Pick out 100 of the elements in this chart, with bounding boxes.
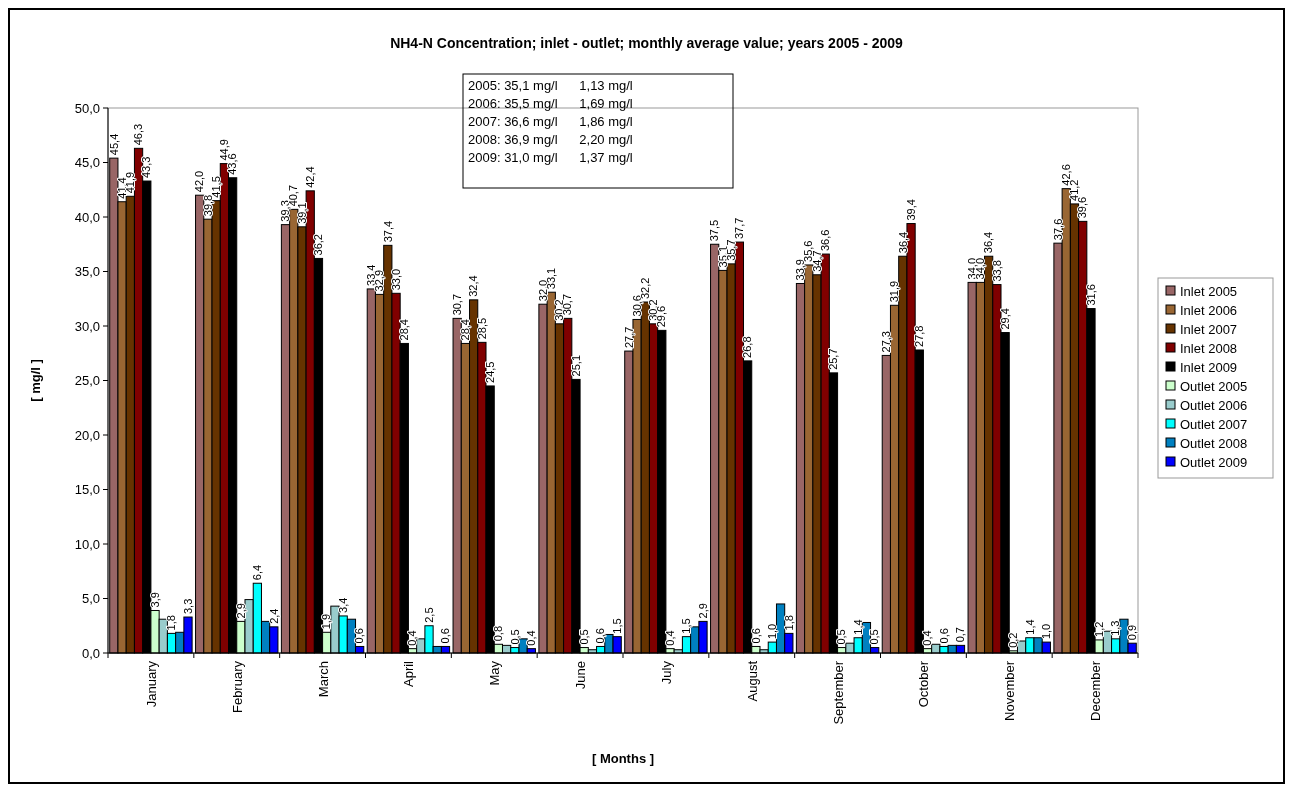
legend-label: Outlet 2009 — [1180, 454, 1248, 470]
data-label: 45,4 — [107, 133, 120, 156]
data-label: 1,5 — [680, 618, 693, 634]
x-tick-label: June — [573, 661, 589, 690]
data-label: 30,7 — [450, 293, 463, 316]
data-label: 36,4 — [896, 231, 909, 254]
data-label: 29,4 — [998, 308, 1011, 330]
data-label: 1,8 — [165, 615, 178, 631]
data-label: 1,8 — [782, 615, 795, 631]
data-label: 26,8 — [741, 336, 754, 358]
data-label: 1,4 — [851, 619, 864, 635]
data-label: 39,3 — [279, 200, 292, 222]
data-label: 33,8 — [990, 260, 1003, 282]
data-label: 32,4 — [467, 275, 480, 297]
y-tick-label: 30,0 — [74, 318, 100, 334]
x-tick-label: December — [1088, 660, 1104, 721]
y-tick-label: 40,0 — [74, 209, 100, 225]
data-label: 3,4 — [336, 597, 349, 613]
data-label: 2,9 — [234, 603, 247, 619]
x-tick-label: July — [658, 660, 674, 685]
data-label: 33,9 — [794, 259, 807, 281]
data-label: 1,2 — [1092, 621, 1105, 637]
y-tick-label: 5,0 — [81, 591, 100, 607]
data-label: 31,6 — [1084, 284, 1097, 306]
legend-label: Outlet 2005 — [1180, 378, 1248, 394]
data-label: 0,4 — [663, 630, 676, 646]
x-tick-label: August — [744, 660, 760, 702]
chart-title: NH4-N Concentration; inlet - outlet; monthly average value; years 2005 - 2009 — [390, 35, 904, 51]
x-tick-label: April — [401, 660, 417, 688]
legend-label: Inlet 2008 — [1180, 340, 1238, 356]
data-label: 27,8 — [913, 325, 925, 347]
y-tick-label: 50,0 — [74, 100, 100, 116]
data-label: 1,4 — [1023, 619, 1036, 635]
data-label: 0,5 — [835, 629, 848, 645]
data-label: 0,9 — [1125, 624, 1138, 641]
data-label: 0,6 — [937, 628, 950, 644]
x-tick-label: March — [315, 661, 331, 698]
data-label: 24,5 — [483, 361, 496, 383]
data-label: 46,3 — [132, 123, 145, 146]
annotation: 2007: 36,6 mg/l 1,86 mg/l — [468, 114, 633, 129]
data-label: 35,6 — [802, 240, 815, 262]
y-tick-label: 20,0 — [74, 427, 100, 443]
data-label: 0,8 — [492, 625, 505, 642]
data-label: 27,3 — [880, 331, 893, 353]
data-label: 43,3 — [140, 156, 153, 179]
data-label: 36,6 — [818, 229, 831, 252]
data-label: 0,5 — [508, 629, 521, 645]
x-tick-label: October — [916, 660, 932, 708]
data-label: 1,3 — [1109, 620, 1122, 636]
data-label: 33,0 — [389, 268, 402, 291]
data-label: 0,6 — [749, 628, 762, 644]
data-label: 0,6 — [439, 628, 452, 644]
data-label: 2,9 — [696, 603, 709, 619]
x-axis-title: [ Months ] — [591, 751, 655, 766]
data-label: 42,4 — [303, 166, 316, 188]
data-label: 39,4 — [904, 199, 917, 221]
data-label: 30,6 — [630, 295, 643, 317]
data-label: 1,9 — [320, 613, 333, 630]
data-label: 37,5 — [708, 219, 721, 242]
x-tick-label: January — [143, 660, 159, 708]
data-label: 27,7 — [622, 326, 635, 349]
annotation: 2008: 36,9 mg/l 2,20 mg/l — [468, 132, 633, 147]
legend-label: Inlet 2009 — [1180, 359, 1238, 375]
x-tick-label: February — [229, 660, 245, 714]
y-tick-label: 25,0 — [74, 373, 100, 389]
data-label: 25,7 — [827, 348, 840, 370]
text: 2005: 35,1 mg/l 1,13 mg/l — [468, 78, 633, 93]
y-tick-label: 0,0 — [81, 645, 100, 661]
y-tick-label: 35,0 — [74, 264, 100, 280]
data-label: 39,8 — [201, 194, 214, 217]
data-label: 2,4 — [267, 608, 280, 624]
y-tick-label: 15,0 — [74, 482, 100, 498]
x-tick-label: November — [1002, 660, 1018, 721]
data-label: 0,7 — [954, 627, 967, 643]
data-label: 0,4 — [525, 630, 538, 646]
data-label: 1,0 — [766, 623, 779, 640]
data-label: 2,5 — [422, 607, 435, 623]
legend-label: Inlet 2005 — [1180, 283, 1238, 299]
legend-label: Inlet 2006 — [1180, 302, 1238, 318]
data-label: 28,5 — [475, 317, 488, 340]
data-label: 6,4 — [251, 564, 264, 581]
legend-label: Inlet 2007 — [1180, 321, 1238, 337]
data-label: 36,4 — [982, 231, 995, 254]
data-label: 39,1 — [295, 202, 308, 224]
data-label: 0,4 — [921, 630, 934, 646]
legend-label: Outlet 2008 — [1180, 435, 1248, 451]
data-label: 34,0 — [965, 257, 978, 280]
data-label: 37,7 — [733, 217, 746, 240]
data-label: 3,9 — [148, 592, 161, 608]
y-tick-label: 10,0 — [74, 536, 100, 552]
data-label: 31,9 — [888, 280, 901, 303]
x-tick-label: May — [487, 660, 503, 686]
annotation: 2006: 35,5 mg/l 1,69 mg/l — [468, 96, 633, 111]
data-label: 1,5 — [610, 618, 623, 634]
legend-label: Outlet 2007 — [1180, 416, 1248, 432]
y-axis-title: [ mg/l ] — [28, 359, 43, 402]
legend-label: Outlet 2006 — [1180, 397, 1248, 413]
data-label: 36,2 — [312, 234, 325, 256]
data-label: 28,4 — [459, 319, 472, 341]
annotation: 2009: 31,0 mg/l 1,37 mg/l — [468, 150, 633, 165]
